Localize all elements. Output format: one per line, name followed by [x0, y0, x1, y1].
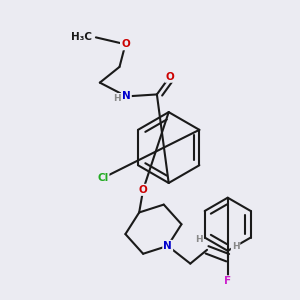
Text: O: O [121, 39, 130, 49]
Text: O: O [139, 185, 148, 195]
Text: H: H [195, 236, 203, 244]
Text: H₃C: H₃C [71, 32, 92, 42]
Text: O: O [165, 72, 174, 82]
Text: F: F [224, 276, 231, 286]
Text: H: H [232, 242, 239, 251]
Text: Cl: Cl [97, 173, 108, 183]
Text: H: H [113, 94, 120, 103]
Text: N: N [163, 241, 172, 251]
Text: N: N [122, 92, 131, 101]
